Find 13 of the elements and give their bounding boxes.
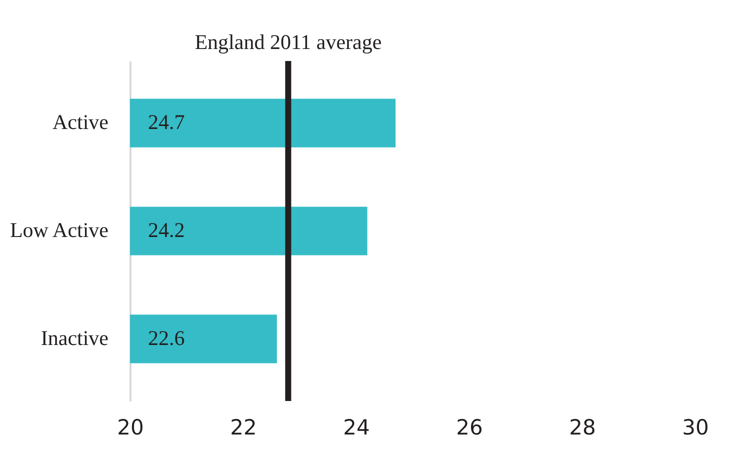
x-tick-label: 20 <box>117 416 144 440</box>
ref-line-label: England 2011 average <box>194 30 382 54</box>
y-tick-label: Low Active <box>10 218 108 242</box>
x-tick-label: 28 <box>569 416 596 440</box>
y-tick-label: Active <box>52 110 108 134</box>
y-tick-label: Inactive <box>40 326 108 350</box>
x-tick-label: 24 <box>343 416 370 440</box>
data-label: 22.6 <box>148 326 185 350</box>
data-label: 24.2 <box>148 218 185 242</box>
x-tick-label: 26 <box>456 416 483 440</box>
x-tick-label: 30 <box>682 416 709 440</box>
x-tick-label: 22 <box>230 416 257 440</box>
data-label: 24.7 <box>148 110 185 134</box>
